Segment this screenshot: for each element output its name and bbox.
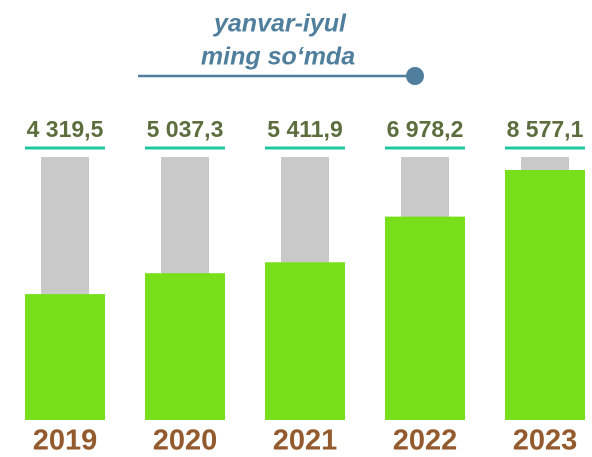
x-tick-label: 2023 (513, 425, 578, 457)
x-tick-label: 2020 (153, 425, 218, 457)
bar (25, 294, 105, 420)
chart-subtitle: ming so‘mda (201, 43, 355, 71)
title-dot (406, 67, 424, 85)
bar (385, 216, 465, 420)
value-label: 8 577,1 (507, 116, 584, 142)
bar (145, 273, 225, 420)
value-label: 5 037,3 (147, 116, 224, 142)
x-tick-label: 2019 (33, 425, 98, 457)
x-tick-label: 2021 (273, 425, 338, 457)
bar (265, 262, 345, 420)
chart-title: yanvar-iyul (212, 10, 347, 38)
value-label: 5 411,9 (267, 116, 342, 142)
value-label: 4 319,5 (27, 116, 104, 142)
value-label: 6 978,2 (387, 116, 464, 142)
x-tick-label: 2022 (393, 425, 458, 457)
bar (505, 170, 585, 420)
